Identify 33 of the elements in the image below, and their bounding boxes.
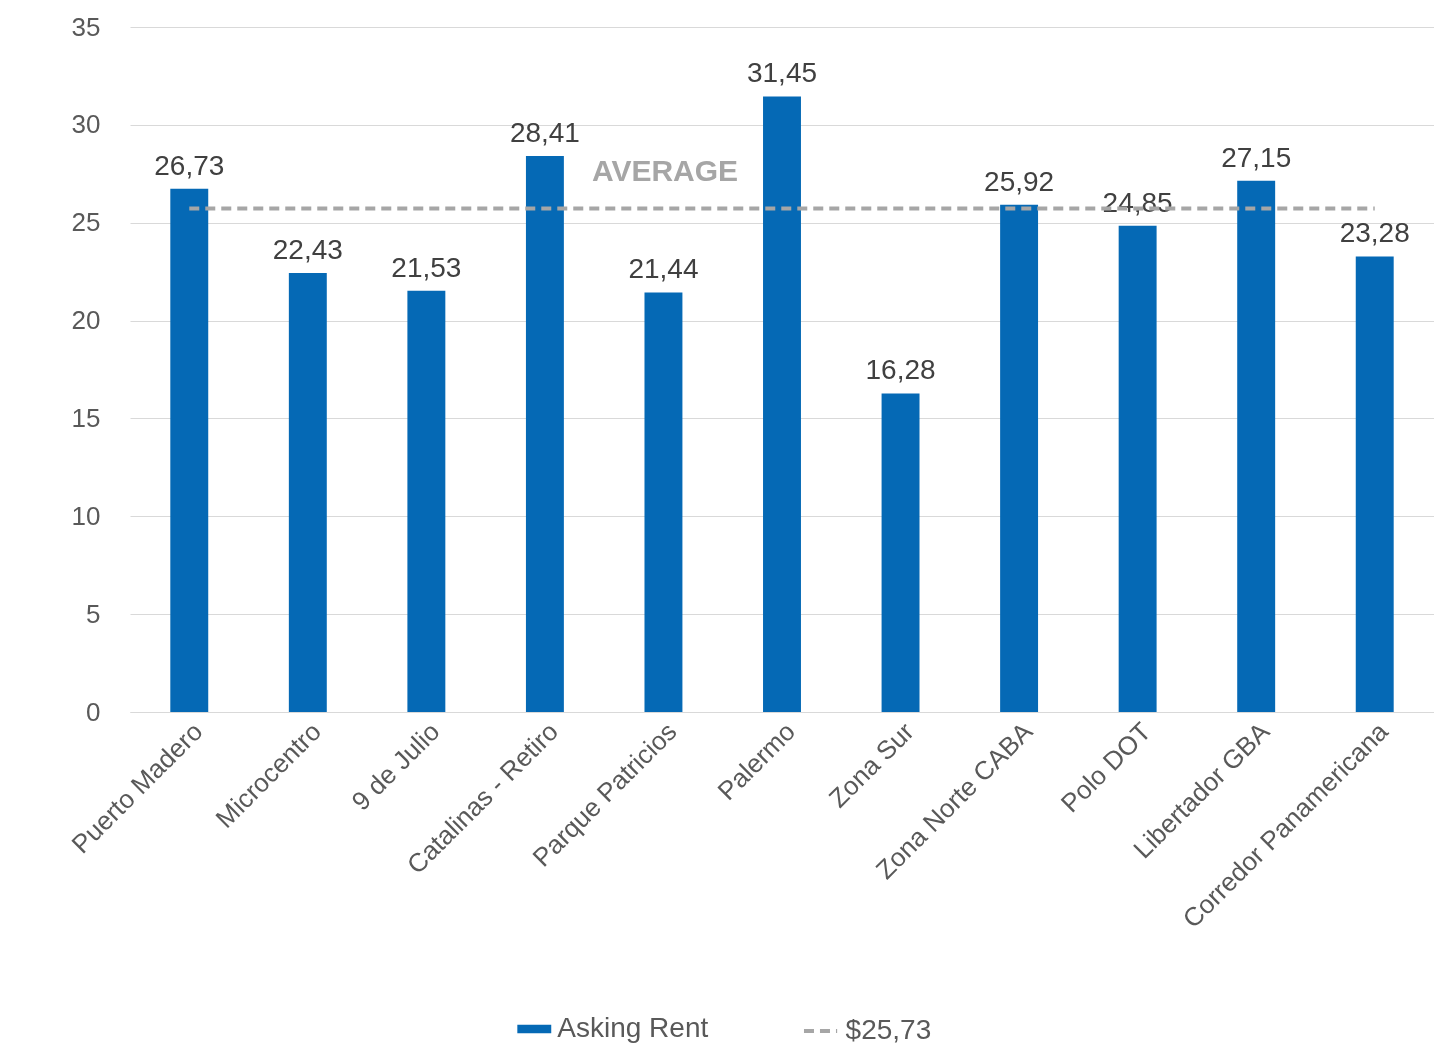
- data-label: 26,73: [154, 149, 225, 181]
- data-label: 21,44: [628, 253, 699, 285]
- legend-label: Asking Rent: [557, 1012, 709, 1043]
- y-tick-label: 35: [71, 11, 101, 42]
- y-tick-label: 30: [71, 109, 101, 140]
- data-label: 16,28: [865, 354, 936, 386]
- bar: [288, 273, 327, 712]
- bar: [644, 292, 683, 712]
- data-label: 23,28: [1339, 217, 1410, 249]
- y-tick-label: 20: [71, 305, 101, 336]
- bar: [1237, 180, 1276, 712]
- bar: [525, 155, 564, 712]
- bar: [170, 188, 209, 712]
- annotation: AVERAGE: [591, 154, 739, 187]
- data-label: 22,43: [272, 234, 343, 266]
- data-label: 28,41: [509, 116, 580, 148]
- x-tick-label: 9 de Julio: [345, 716, 446, 817]
- data-label: 31,45: [746, 57, 818, 89]
- data-label: 21,53: [391, 251, 462, 283]
- bar: [1118, 225, 1157, 712]
- y-tick-label: 0: [86, 696, 101, 727]
- bar: [407, 290, 446, 712]
- y-tick-label: 10: [71, 500, 101, 531]
- data-label: 27,15: [1221, 141, 1292, 173]
- bar: [1355, 256, 1394, 712]
- legend-label: $25,73: [845, 1014, 932, 1045]
- y-tick-label: 15: [71, 402, 101, 433]
- data-label: 25,92: [984, 165, 1055, 197]
- bar: [881, 393, 920, 712]
- y-tick-label: 5: [86, 598, 101, 629]
- bar: [763, 96, 801, 712]
- y-tick-label: 25: [71, 207, 101, 238]
- bar: [1000, 204, 1039, 712]
